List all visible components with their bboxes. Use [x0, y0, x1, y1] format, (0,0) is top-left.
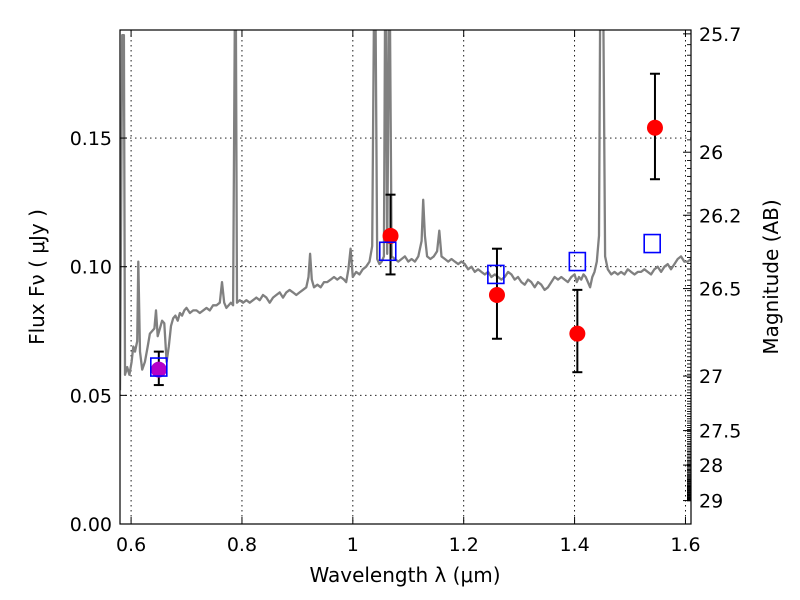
photometry-point	[569, 325, 586, 342]
photometry-point	[646, 119, 663, 136]
x-tick-label: 0.8	[227, 534, 257, 556]
plot-background	[120, 30, 691, 524]
x-tick-label: 1.6	[670, 534, 700, 556]
y-tick-label: 0.15	[70, 128, 112, 150]
model-square	[643, 233, 661, 254]
x-axis-label: Wavelength λ (μm)	[309, 563, 500, 587]
photometry-point	[488, 287, 505, 304]
model-square	[150, 357, 168, 377]
photometry-point	[150, 361, 167, 378]
x-tick-label: 0.6	[116, 534, 146, 556]
right-tick-label: 25.7	[699, 24, 741, 46]
x-tick-label: 1.4	[559, 534, 589, 556]
right-tick-label: 26.5	[699, 279, 741, 301]
right-tick-label: 26	[699, 142, 723, 164]
data-layer	[120, 30, 691, 391]
y-axis-label: Flux Fν ( μJy )	[25, 209, 49, 345]
x-tick-label: 1.2	[449, 534, 479, 556]
y-tick-label: 0.10	[70, 257, 112, 279]
right-tick-label: 27.5	[699, 421, 741, 443]
model-square	[487, 264, 505, 285]
x-tick-label: 1	[347, 534, 359, 556]
spectrum-line	[120, 30, 691, 391]
right-tick-label: 27	[699, 366, 723, 388]
model-square	[568, 251, 587, 272]
y-tick-label: 0.05	[70, 385, 112, 407]
ticks: 0.6 0.8 1 1.2 1.4 1.6 0.00 0.05 0.10 0.15 25.7 26 26…	[70, 24, 742, 556]
y-tick-label: 0.00	[70, 514, 112, 536]
right-tick-label: 28	[699, 455, 723, 477]
right-tick-label: 29	[699, 491, 723, 513]
right-tick-label: 26.2	[699, 205, 741, 227]
photometry-point	[382, 227, 399, 244]
model-square	[378, 241, 397, 262]
right-y-axis-label: Magnitude (AB)	[759, 199, 783, 354]
plot-frame	[119, 29, 692, 525]
